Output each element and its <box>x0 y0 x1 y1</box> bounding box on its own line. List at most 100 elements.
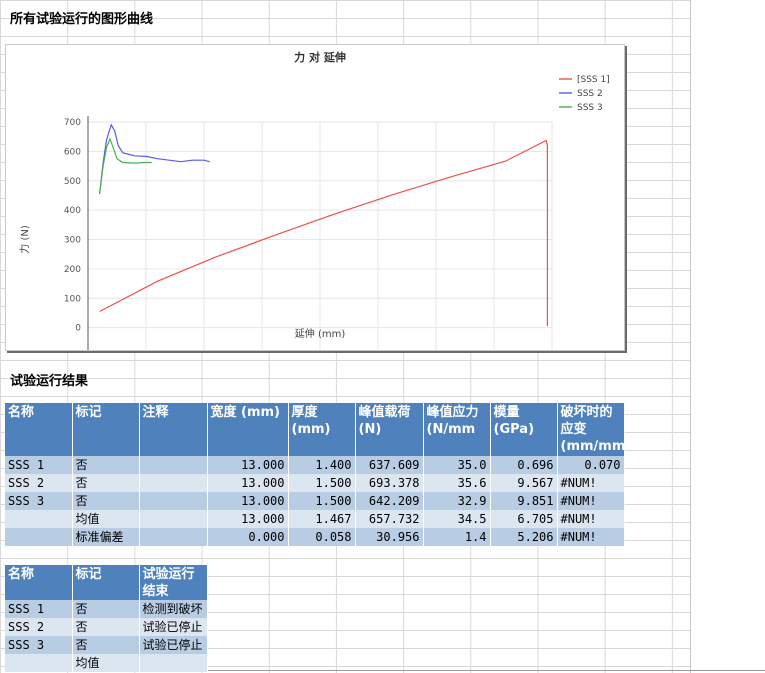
legend-entry: SSS 2 <box>577 89 603 99</box>
table-cell[interactable]: 均值 <box>72 654 140 672</box>
series-line-2 <box>99 123 210 195</box>
row-border <box>70 670 765 671</box>
table-cell[interactable]: 否 <box>72 456 140 474</box>
table-row: SSS 2 否试验已停止 <box>5 618 208 636</box>
table-cell[interactable]: SSS 3 <box>5 636 73 654</box>
table-cell[interactable]: 1.500 <box>288 492 356 510</box>
table-cell[interactable]: SSS 2 <box>5 474 73 492</box>
table-row: SSS 1 否检测到破坏 <box>5 600 208 618</box>
table-cell[interactable]: SSS 2 <box>5 618 73 636</box>
table-cell[interactable]: 否 <box>72 618 140 636</box>
table-row: SSS 3 否 13.000 1.500 642.209 32.9 9.851 #NUM! <box>5 492 625 510</box>
table-cell[interactable]: 1.400 <box>288 456 356 474</box>
table-cell[interactable]: 0.058 <box>288 528 356 546</box>
table-cell[interactable]: 0.696 <box>490 456 558 474</box>
table-cell[interactable]: 否 <box>72 636 140 654</box>
table-row: 均值 13.000 1.467 657.732 34.5 6.705 #NUM! <box>5 510 625 528</box>
table-cell[interactable]: 637.609 <box>355 456 424 474</box>
table-row: SSS 1 否 13.000 1.400 637.609 35.0 0.696 0.070 <box>5 456 625 474</box>
table-cell[interactable]: 35.0 <box>423 456 491 474</box>
table-cell[interactable] <box>139 510 208 528</box>
header-cell[interactable]: 名称 <box>5 565 73 600</box>
table-cell[interactable] <box>139 654 208 672</box>
table-cell[interactable]: #NUM! <box>557 510 625 528</box>
table-cell[interactable]: 0.000 <box>207 528 289 546</box>
table-cell[interactable]: SSS 1 <box>5 600 73 618</box>
table-cell[interactable]: 5.206 <box>490 528 558 546</box>
header-cell[interactable]: 破坏时的应变 (mm/mm <box>557 403 625 456</box>
header-cell[interactable]: 峰值应力 (N/mm <box>423 403 491 456</box>
table-cell[interactable]: 1.500 <box>288 474 356 492</box>
chart-object[interactable]: -0.10.40.91.41.92.42.93.43.9700600500400… <box>5 44 625 351</box>
results-header-row: 名称 标记 注释 宽度 (mm) 厚度 (mm) 峰值载荷 (N) 峰值应力 (N/mm 模量… <box>5 403 625 456</box>
y-tick-label: 600 <box>64 147 81 157</box>
table-cell[interactable]: 32.9 <box>423 492 491 510</box>
header-cell[interactable]: 注释 <box>139 403 208 456</box>
table-cell[interactable]: 30.956 <box>355 528 424 546</box>
y-tick-label: 100 <box>64 294 81 304</box>
table-cell[interactable]: 9.851 <box>490 492 558 510</box>
series-line-3 <box>99 137 152 195</box>
table-cell[interactable]: #NUM! <box>557 528 625 546</box>
table-cell[interactable]: 否 <box>72 492 140 510</box>
table-cell[interactable] <box>139 456 208 474</box>
table-cell[interactable]: 试验已停止 <box>139 618 208 636</box>
table-cell[interactable]: 0.070 <box>557 456 625 474</box>
table-cell[interactable]: 标准偏差 <box>72 528 140 546</box>
table-cell[interactable]: 13.000 <box>207 492 289 510</box>
table-cell[interactable]: 13.000 <box>207 510 289 528</box>
chart-title: 力 对 延伸 <box>294 50 346 64</box>
table-cell[interactable] <box>5 654 73 672</box>
x-axis-label: 延伸 (mm) <box>295 328 346 340</box>
table-cell[interactable]: 否 <box>72 600 140 618</box>
table-cell[interactable]: 13.000 <box>207 474 289 492</box>
header-cell[interactable]: 标记 <box>72 565 140 600</box>
table-cell[interactable] <box>139 492 208 510</box>
y-tick-label: 200 <box>64 265 81 275</box>
header-cell[interactable]: 模量 (GPa) <box>490 403 558 456</box>
table-cell[interactable]: #NUM! <box>557 492 625 510</box>
chart-canvas: -0.10.40.91.41.92.42.93.43.9700600500400… <box>18 50 610 350</box>
table-cell[interactable]: 否 <box>72 474 140 492</box>
table-cell[interactable]: SSS 1 <box>5 456 73 474</box>
table-cell[interactable]: 1.467 <box>288 510 356 528</box>
y-tick-label: 500 <box>64 177 81 187</box>
table-cell[interactable]: 642.209 <box>355 492 424 510</box>
y-tick-label: 300 <box>64 236 81 246</box>
table-cell[interactable]: 6.705 <box>490 510 558 528</box>
header-cell[interactable]: 宽度 (mm) <box>207 403 289 456</box>
header-cell[interactable]: 试验运行结束 <box>139 565 208 600</box>
y-tick-label: 0 <box>75 324 81 334</box>
legend-entry: [SSS 1] <box>577 75 610 85</box>
table-cell[interactable]: 9.567 <box>490 474 558 492</box>
table-cell[interactable] <box>139 528 208 546</box>
table-cell[interactable]: SSS 3 <box>5 492 73 510</box>
table-cell[interactable] <box>5 528 73 546</box>
table-cell[interactable]: 13.000 <box>207 456 289 474</box>
table-row: SSS 3 否试验已停止 <box>5 636 208 654</box>
table-cell[interactable]: 693.378 <box>355 474 424 492</box>
series-line-1 <box>99 139 548 327</box>
header-cell[interactable]: 厚度 (mm) <box>288 403 356 456</box>
table-cell[interactable]: 657.732 <box>355 510 424 528</box>
table-row: 均值 <box>5 654 208 672</box>
header-cell[interactable]: 标记 <box>72 403 140 456</box>
table-cell[interactable]: 34.5 <box>423 510 491 528</box>
status-header-row: 名称 标记 试验运行结束 <box>5 565 208 600</box>
table-cell[interactable]: 检测到破坏 <box>139 600 208 618</box>
header-cell[interactable]: 峰值载荷 (N) <box>355 403 424 456</box>
y-tick-label: 700 <box>64 118 81 128</box>
header-cell[interactable]: 名称 <box>5 403 73 456</box>
table-cell[interactable] <box>139 474 208 492</box>
table-cell[interactable]: 1.4 <box>423 528 491 546</box>
table-row: SSS 2 否 13.000 1.500 693.378 35.6 9.567 #NUM! <box>5 474 625 492</box>
table-cell[interactable]: 35.6 <box>423 474 491 492</box>
legend-entry: SSS 3 <box>577 103 603 113</box>
sheet-title: 所有试验运行的图形曲线 <box>10 12 154 27</box>
table-cell[interactable]: 试验已停止 <box>139 636 208 654</box>
table-cell[interactable]: #NUM! <box>557 474 625 492</box>
table-cell[interactable]: 均值 <box>72 510 140 528</box>
table-cell[interactable] <box>5 510 73 528</box>
results-title: 试验运行结果 <box>10 374 89 389</box>
